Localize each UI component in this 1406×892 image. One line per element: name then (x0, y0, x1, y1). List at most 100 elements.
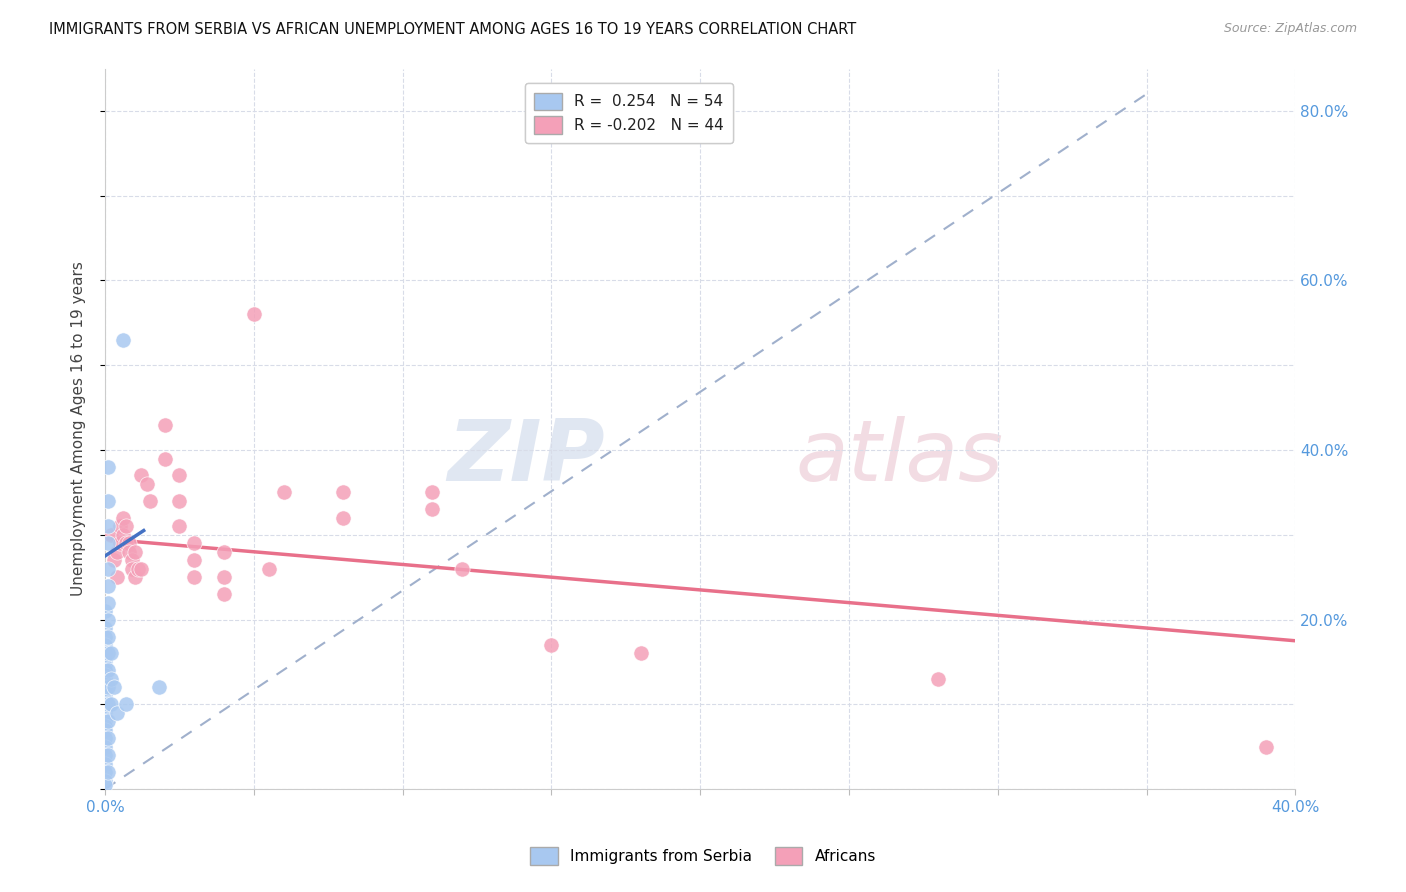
Point (94, 714, 117, 729)
Point (138, 494, 160, 508)
Point (94, 723, 117, 737)
Point (108, 519, 131, 533)
Point (183, 536, 205, 550)
Point (94, 667, 117, 681)
Point (257, 562, 280, 576)
Y-axis label: Unemployment Among Ages 16 to 19 years: Unemployment Among Ages 16 to 19 years (72, 261, 86, 596)
Point (97, 562, 120, 576)
Text: Source: ZipAtlas.com: Source: ZipAtlas.com (1223, 22, 1357, 36)
Point (94, 748, 117, 763)
Point (94, 676, 117, 690)
Point (105, 570, 128, 584)
Point (94, 681, 117, 695)
Point (124, 545, 146, 559)
Point (100, 528, 122, 542)
Point (94, 765, 117, 780)
Point (97, 714, 120, 729)
Point (94, 773, 117, 788)
Point (111, 333, 134, 347)
Point (94, 638, 117, 652)
Point (100, 672, 122, 686)
Point (114, 698, 136, 712)
Point (129, 562, 152, 576)
Point (105, 545, 128, 559)
Point (97, 748, 120, 763)
Point (114, 519, 136, 533)
Point (105, 706, 128, 720)
Point (97, 596, 120, 610)
Text: atlas: atlas (796, 417, 1004, 500)
Point (97, 731, 120, 746)
Point (135, 477, 157, 491)
Point (94, 778, 117, 792)
Point (94, 698, 117, 712)
Point (94, 684, 117, 698)
Point (183, 570, 205, 584)
Point (121, 562, 143, 576)
Point (422, 485, 444, 500)
Point (97, 765, 120, 780)
Point (108, 536, 131, 550)
Point (94, 659, 117, 673)
Point (169, 468, 191, 483)
Point (97, 460, 120, 475)
Point (927, 672, 949, 686)
Point (97, 613, 120, 627)
Point (97, 519, 120, 533)
Point (273, 485, 295, 500)
Text: IMMIGRANTS FROM SERBIA VS AFRICAN UNEMPLOYMENT AMONG AGES 16 TO 19 YEARS CORRELA: IMMIGRANTS FROM SERBIA VS AFRICAN UNEMPL… (49, 22, 856, 37)
Point (94, 604, 117, 618)
Point (97, 494, 120, 508)
Point (97, 698, 120, 712)
Point (94, 731, 117, 746)
Point (94, 664, 117, 678)
Point (103, 553, 125, 567)
Point (94, 630, 117, 644)
Point (94, 706, 117, 720)
Point (94, 647, 117, 661)
Point (212, 587, 235, 601)
Point (332, 485, 354, 500)
Point (94, 756, 117, 771)
Point (153, 417, 176, 432)
Point (243, 307, 266, 321)
Point (114, 536, 136, 550)
Point (212, 545, 235, 559)
Point (422, 502, 444, 516)
Point (97, 630, 120, 644)
Legend: Immigrants from Serbia, Africans: Immigrants from Serbia, Africans (524, 841, 882, 871)
Point (124, 570, 146, 584)
Point (94, 739, 117, 754)
Point (97, 536, 120, 550)
Point (212, 570, 235, 584)
Point (630, 647, 652, 661)
Point (100, 647, 122, 661)
Point (169, 519, 191, 533)
Legend: R =  0.254   N = 54, R = -0.202   N = 44: R = 0.254 N = 54, R = -0.202 N = 44 (524, 83, 733, 143)
Point (127, 562, 149, 576)
Point (94, 672, 117, 686)
Point (451, 562, 474, 576)
Text: ZIP: ZIP (447, 417, 605, 500)
Point (94, 701, 117, 715)
Point (94, 621, 117, 635)
Point (129, 468, 152, 483)
Point (97, 664, 120, 678)
Point (148, 681, 170, 695)
Point (94, 718, 117, 732)
Point (94, 710, 117, 724)
Point (121, 553, 143, 567)
Point (103, 681, 125, 695)
Point (540, 638, 562, 652)
Point (118, 545, 141, 559)
Point (169, 494, 191, 508)
Point (97, 681, 120, 695)
Point (153, 451, 176, 466)
Point (97, 579, 120, 593)
Point (111, 528, 134, 542)
Point (118, 536, 141, 550)
Point (97, 647, 120, 661)
Point (94, 693, 117, 707)
Point (1254, 739, 1277, 754)
Point (94, 655, 117, 669)
